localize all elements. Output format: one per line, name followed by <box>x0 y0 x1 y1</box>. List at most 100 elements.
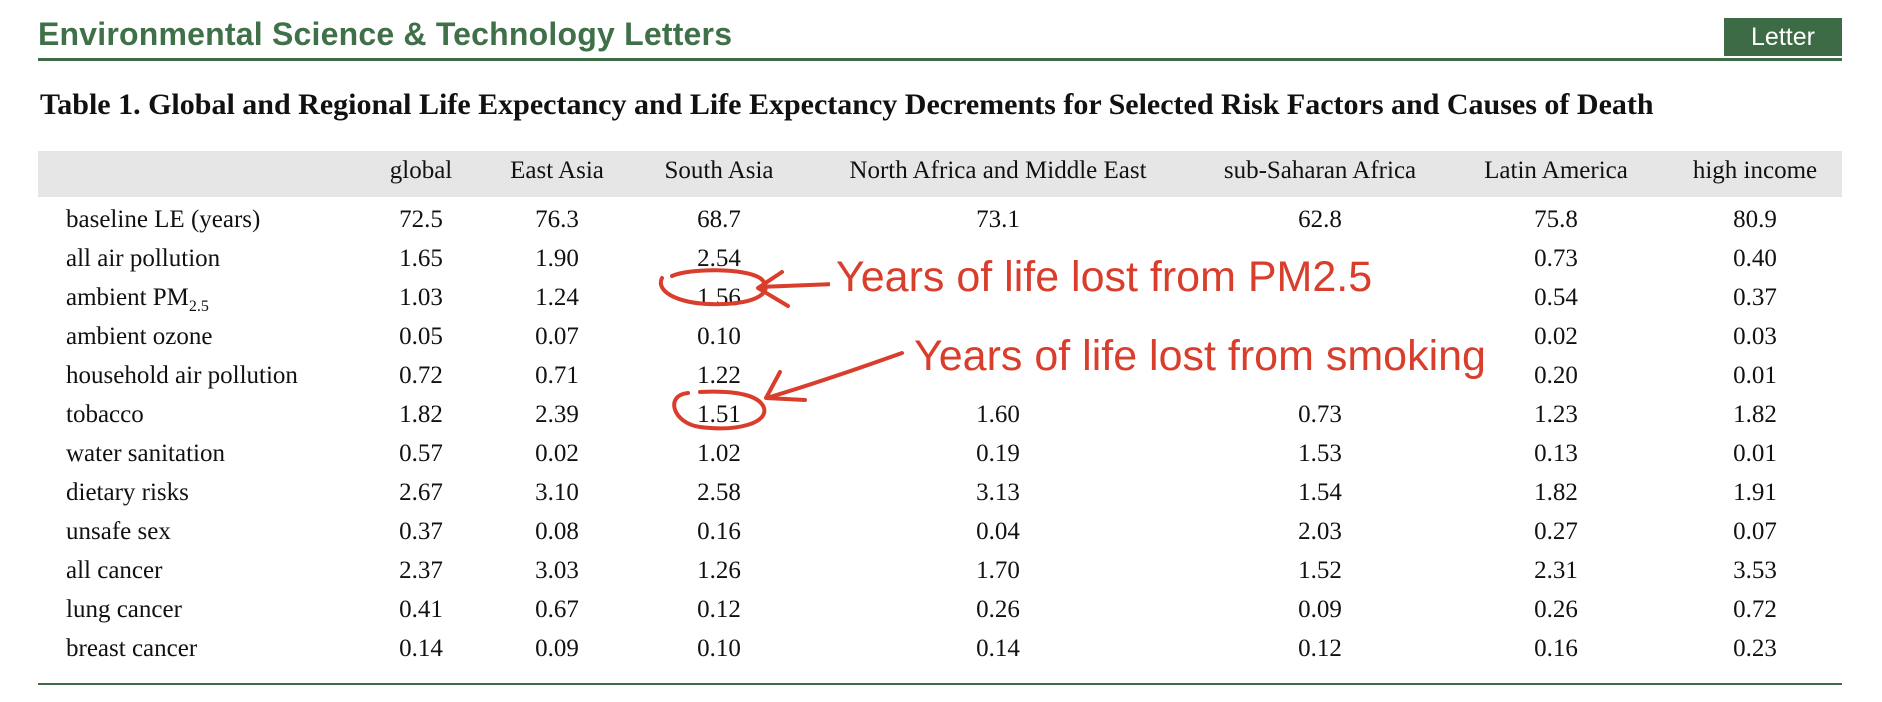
table-cell: 0.12 <box>697 596 741 623</box>
row-label-text: lung cancer <box>66 596 182 623</box>
arrow-smoking-head <box>764 370 807 402</box>
table-cell: 0.13 <box>1534 440 1578 467</box>
row-label-subscript: 2.5 <box>188 298 209 315</box>
table-cell: 72.5 <box>399 206 443 233</box>
row-label-text: baseline LE (years) <box>66 206 261 233</box>
table-cell: 1.82 <box>399 401 443 428</box>
table-cell: 1.53 <box>1298 440 1342 467</box>
row-label: all cancer <box>66 557 162 585</box>
table-cell: 1.22 <box>697 362 741 389</box>
circle-mark-pm25 <box>658 268 768 307</box>
table-cell: 0.71 <box>535 362 579 389</box>
column-header: South Asia <box>664 157 774 184</box>
table-cell: 2.03 <box>1298 518 1342 545</box>
arrow-smoking-line <box>768 351 904 399</box>
table-cell: 0.37 <box>399 518 443 545</box>
table-cell: 0.57 <box>399 440 443 467</box>
row-label: all air pollution <box>66 245 220 273</box>
table-cell: 1.82 <box>1733 401 1777 428</box>
table-cell: 3.53 <box>1733 557 1777 584</box>
column-header: East Asia <box>510 157 604 184</box>
table-cell: 0.10 <box>697 323 741 350</box>
table-cell: 1.23 <box>1534 401 1578 428</box>
arrow-pm25-head <box>756 270 790 308</box>
table-cell: 1.60 <box>976 401 1020 428</box>
table-cell: 0.72 <box>1733 596 1777 623</box>
column-header: high income <box>1692 157 1818 184</box>
column-header: global <box>389 157 453 184</box>
table-cell: 0.12 <box>1298 635 1342 662</box>
table-cell: 0.01 <box>1733 440 1777 467</box>
table-cell: 0.09 <box>535 635 579 662</box>
table-cell: 0.08 <box>535 518 579 545</box>
table-cell: 0.14 <box>976 635 1020 662</box>
table-cell: 0.73 <box>1298 401 1342 428</box>
table-cell: 62.8 <box>1298 206 1342 233</box>
column-header: Latin America <box>1484 157 1628 184</box>
table-cell: 2.31 <box>1534 557 1578 584</box>
table-cell: 0.09 <box>1298 596 1342 623</box>
annotation-pm25: Years of life lost from PM2.5 <box>830 254 1379 300</box>
journal-header: Environmental Science & Technology Lette… <box>38 14 1842 61</box>
table-cell: 1.52 <box>1298 557 1342 584</box>
table-cell: 0.01 <box>1733 362 1777 389</box>
row-label: ambient PM2.5 <box>66 284 209 316</box>
table-cell: 2.37 <box>399 557 443 584</box>
row-label-text: household air pollution <box>66 362 298 389</box>
table-cell: 2.39 <box>535 401 579 428</box>
column-header: sub-Saharan Africa <box>1223 157 1417 184</box>
table-cell: 0.23 <box>1733 635 1777 662</box>
table-cell: 0.40 <box>1733 245 1777 272</box>
row-label: household air pollution <box>66 362 298 390</box>
table-bottom-rule <box>38 683 1842 685</box>
row-label-text: tobacco <box>66 401 144 428</box>
table-cell: 0.14 <box>399 635 443 662</box>
table-cell: 0.37 <box>1733 284 1777 311</box>
row-label-text: ambient ozone <box>66 323 213 350</box>
row-label-text: breast cancer <box>66 635 198 662</box>
table-cell: 73.1 <box>976 206 1020 233</box>
table-cell: 0.20 <box>1534 362 1578 389</box>
table-cell: 1.70 <box>976 557 1020 584</box>
table-cell: 1.54 <box>1298 479 1342 506</box>
table-cell: 0.02 <box>535 440 579 467</box>
table-cell: 0.41 <box>399 596 443 623</box>
table-cell: 2.54 <box>697 245 741 272</box>
table-cell: 75.8 <box>1534 206 1578 233</box>
row-label: ambient ozone <box>66 323 212 351</box>
table-cell: 2.67 <box>399 479 443 506</box>
table-cell: 1.24 <box>535 284 579 311</box>
table-cell: 3.03 <box>535 557 579 584</box>
table-cell: 1.90 <box>535 245 579 272</box>
table-title: Table 1. Global and Regional Life Expect… <box>40 88 1654 121</box>
row-label: lung cancer <box>66 596 182 624</box>
table-cell: 1.03 <box>399 284 443 311</box>
table-cell: 0.67 <box>535 596 579 623</box>
journal-name: Environmental Science & Technology Lette… <box>38 16 733 52</box>
column-header: North Africa and Middle East <box>849 157 1147 184</box>
table-cell: 0.26 <box>976 596 1020 623</box>
table-cell: 0.02 <box>1534 323 1578 350</box>
table-cell: 3.10 <box>535 479 579 506</box>
table-cell: 0.03 <box>1733 323 1777 350</box>
table-cell: 0.26 <box>1534 596 1578 623</box>
table-cell: 1.65 <box>399 245 443 272</box>
table-cell: 0.19 <box>976 440 1020 467</box>
table-cell: 1.56 <box>697 284 741 311</box>
row-label-text: all cancer <box>66 557 163 584</box>
table-cell: 0.05 <box>399 323 443 350</box>
table-cell: 68.7 <box>697 206 741 233</box>
table-cell: 0.27 <box>1534 518 1578 545</box>
table-cell: 76.3 <box>535 206 579 233</box>
table-cell: 0.16 <box>1534 635 1578 662</box>
article-type-badge: Letter <box>1724 18 1842 56</box>
table-cell: 1.51 <box>697 401 741 428</box>
row-label-text: unsafe sex <box>66 518 171 545</box>
column-header-band <box>38 151 1842 197</box>
table-cell: 0.10 <box>697 635 741 662</box>
row-label: breast cancer <box>66 635 197 663</box>
table-cell: 0.07 <box>535 323 579 350</box>
table-cell: 2.58 <box>697 479 741 506</box>
table-cell: 1.02 <box>697 440 741 467</box>
